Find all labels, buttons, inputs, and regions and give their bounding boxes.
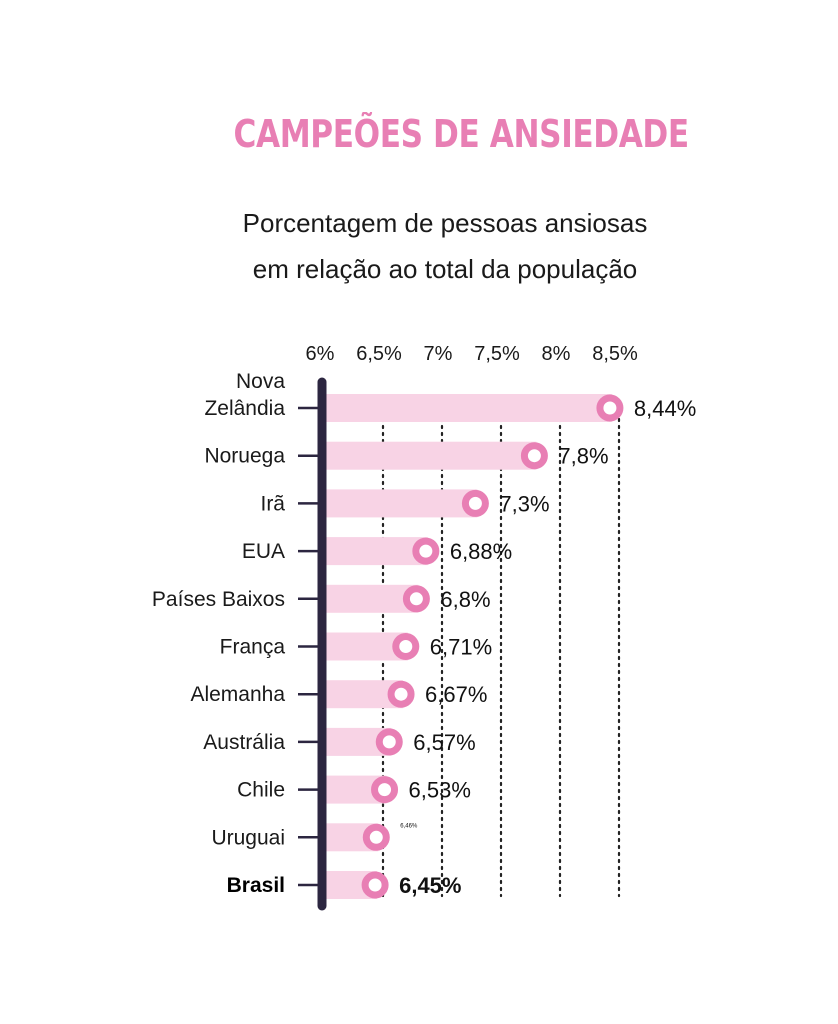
category-label: Irã	[260, 492, 285, 515]
value-label: 6,88%	[450, 539, 512, 564]
category-label: EUA	[242, 540, 285, 563]
x-tick-label: 6%	[306, 343, 335, 365]
x-tick-label: 6,5%	[356, 343, 402, 365]
value-label: 7,8%	[558, 444, 608, 469]
chart-title: CAMPEÕES DE ANSIEDADE	[233, 112, 690, 156]
value-label: 8,44%	[634, 396, 696, 421]
category-label: Noruega	[204, 445, 285, 468]
data-point-marker	[361, 871, 389, 899]
category-label: Chile	[237, 779, 285, 802]
data-point-marker	[402, 585, 430, 613]
category-label: Países Baixos	[152, 588, 285, 611]
data-point-marker	[371, 776, 399, 804]
category-label: Alemanha	[190, 683, 285, 706]
category-label: Nova Zelândia	[204, 370, 285, 420]
bar	[324, 394, 612, 422]
category-label: Uruguai	[211, 826, 285, 849]
value-label: 6,46%	[400, 823, 418, 829]
category-label: Brasil	[227, 874, 285, 897]
data-point-marker	[375, 728, 403, 756]
x-tick-label: 7%	[424, 343, 453, 365]
bar	[324, 537, 428, 566]
data-point-marker	[520, 442, 548, 470]
data-point-marker	[392, 633, 420, 660]
x-tick-label: 8%	[542, 343, 571, 365]
value-label: 6,57%	[413, 730, 475, 755]
data-point-marker	[387, 680, 415, 708]
bar	[324, 584, 419, 613]
category-label: Austrália	[203, 731, 285, 754]
data-point-marker	[412, 537, 440, 565]
bar	[324, 441, 537, 470]
value-label: 7,3%	[499, 491, 549, 516]
value-label: 6,67%	[425, 682, 487, 707]
x-tick-label: 8,5%	[592, 343, 638, 365]
data-point-marker	[596, 394, 624, 422]
x-tick-label: 7,5%	[474, 343, 520, 365]
chart-subtitle-line-1: Porcentagem de pessoas ansiosas	[242, 208, 648, 238]
chart-subtitle-line-2: em relação ao total da população	[252, 254, 638, 284]
category-label: França	[220, 636, 286, 659]
value-label: 6,45%	[399, 873, 461, 898]
value-label: 6,8%	[440, 587, 490, 612]
bar	[324, 489, 478, 518]
value-label: 6,53%	[409, 778, 471, 803]
data-point-marker	[362, 823, 390, 851]
value-label: 6,71%	[430, 635, 492, 660]
data-point-marker	[461, 489, 489, 517]
